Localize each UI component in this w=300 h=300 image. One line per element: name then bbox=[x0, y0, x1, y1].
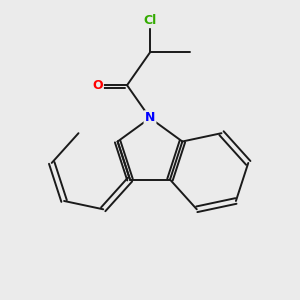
Text: N: N bbox=[145, 112, 155, 124]
Text: Cl: Cl bbox=[143, 14, 157, 27]
Text: O: O bbox=[92, 79, 103, 92]
